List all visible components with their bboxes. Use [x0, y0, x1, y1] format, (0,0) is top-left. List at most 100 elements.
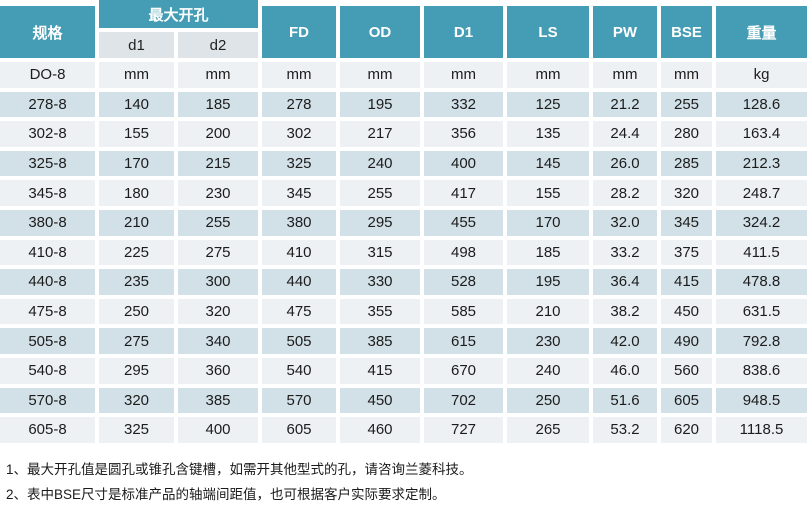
table-cell: 235 — [99, 269, 174, 295]
table-cell: 33.2 — [593, 239, 657, 266]
table-cell: 385 — [178, 387, 258, 414]
table-cell: 250 — [507, 387, 589, 414]
table-cell: 230 — [507, 328, 589, 354]
table-cell: 345 — [661, 209, 712, 236]
table-cell: 163.4 — [716, 121, 807, 147]
table-cell: 255 — [340, 180, 420, 206]
table-cell: 180 — [99, 180, 174, 206]
table-cell: 21.2 — [593, 91, 657, 118]
table-cell: 215 — [178, 150, 258, 177]
table-cell: 38.2 — [593, 298, 657, 325]
table-cell: 585 — [424, 298, 503, 325]
col-header-d1-dim: D1 — [424, 6, 503, 58]
col-header-od: OD — [340, 6, 420, 58]
table-cell: 792.8 — [716, 328, 807, 354]
table-cell: 355 — [340, 298, 420, 325]
table-cell: 385 — [340, 328, 420, 354]
table-cell: 240 — [507, 357, 589, 384]
table-cell: 605-8 — [0, 417, 95, 443]
col-header-pw: PW — [593, 6, 657, 58]
table-cell: 320 — [178, 298, 258, 325]
col-header-bse: BSE — [661, 6, 712, 58]
table-cell: 28.2 — [593, 180, 657, 206]
units-cell: mm — [661, 62, 712, 88]
table-cell: 200 — [178, 121, 258, 147]
table-cell: 505-8 — [0, 328, 95, 354]
table-cell: 42.0 — [593, 328, 657, 354]
table-cell: 570-8 — [0, 387, 95, 414]
table-cell: 155 — [99, 121, 174, 147]
table-cell: 670 — [424, 357, 503, 384]
table-cell: 528 — [424, 269, 503, 295]
table-cell: 1118.5 — [716, 417, 807, 443]
table-cell: 212.3 — [716, 150, 807, 177]
table-cell: 320 — [661, 180, 712, 206]
table-cell: 248.7 — [716, 180, 807, 206]
units-cell: mm — [424, 62, 503, 88]
table-cell: 440 — [262, 269, 336, 295]
table-cell: 185 — [507, 239, 589, 266]
table-cell: 460 — [340, 417, 420, 443]
table-cell: 340 — [178, 328, 258, 354]
table-cell: 410-8 — [0, 239, 95, 266]
table-cell: 330 — [340, 269, 420, 295]
table-cell: 295 — [99, 357, 174, 384]
units-cell: mm — [593, 62, 657, 88]
table-cell: 300 — [178, 269, 258, 295]
units-cell: mm — [178, 62, 258, 88]
table-cell: 135 — [507, 121, 589, 147]
table-cell: 195 — [340, 91, 420, 118]
footnote-1: 1、最大开孔值是圆孔或锥孔含键槽，如需开其他型式的孔，请咨询兰菱科技。 — [6, 461, 473, 477]
table-cell: 320 — [99, 387, 174, 414]
footnote-2: 2、表中BSE尺寸是标准产品的轴端间距值，也可根据客户实际要求定制。 — [6, 486, 446, 502]
table-cell: 51.6 — [593, 387, 657, 414]
table-cell: 295 — [340, 209, 420, 236]
table-cell: 255 — [661, 91, 712, 118]
table-cell: 278 — [262, 91, 336, 118]
table-cell: 375 — [661, 239, 712, 266]
table-cell: 345 — [262, 180, 336, 206]
table-cell: 275 — [178, 239, 258, 266]
table-cell: 278-8 — [0, 91, 95, 118]
spec-table: 规格 最大开孔 d1 d2 FD OD D1 LS PW BSE 重量 DO-8… — [0, 0, 807, 443]
table-cell: 24.4 — [593, 121, 657, 147]
units-cell: mm — [507, 62, 589, 88]
table-cell: 560 — [661, 357, 712, 384]
table-cell: 400 — [178, 417, 258, 443]
units-cell: DO-8 — [0, 62, 95, 88]
table-cell: 478.8 — [716, 269, 807, 295]
table-cell: 325-8 — [0, 150, 95, 177]
table-cell: 140 — [99, 91, 174, 118]
table-cell: 400 — [424, 150, 503, 177]
col-header-fd: FD — [262, 6, 336, 58]
col-header-d2: d2 — [178, 32, 258, 58]
table-cell: 225 — [99, 239, 174, 266]
table-cell: 125 — [507, 91, 589, 118]
table-cell: 450 — [661, 298, 712, 325]
table-cell: 356 — [424, 121, 503, 147]
table-cell: 302 — [262, 121, 336, 147]
table-cell: 230 — [178, 180, 258, 206]
units-cell: mm — [262, 62, 336, 88]
table-cell: 540 — [262, 357, 336, 384]
table-cell: 498 — [424, 239, 503, 266]
col-header-ls: LS — [507, 6, 589, 58]
table-cell: 265 — [507, 417, 589, 443]
table-cell: 46.0 — [593, 357, 657, 384]
table-cell: 195 — [507, 269, 589, 295]
table-cell: 838.6 — [716, 357, 807, 384]
table-cell: 417 — [424, 180, 503, 206]
table-cell: 280 — [661, 121, 712, 147]
table-cell: 325 — [99, 417, 174, 443]
col-header-d1: d1 — [99, 32, 174, 58]
table-cell: 615 — [424, 328, 503, 354]
table-cell: 170 — [99, 150, 174, 177]
col-header-weight: 重量 — [716, 6, 807, 58]
table-cell: 128.6 — [716, 91, 807, 118]
col-header-spec: 规格 — [0, 6, 95, 58]
table-cell: 605 — [262, 417, 336, 443]
table-cell: 36.4 — [593, 269, 657, 295]
table-cell: 275 — [99, 328, 174, 354]
table-cell: 325 — [262, 150, 336, 177]
table-cell: 948.5 — [716, 387, 807, 414]
